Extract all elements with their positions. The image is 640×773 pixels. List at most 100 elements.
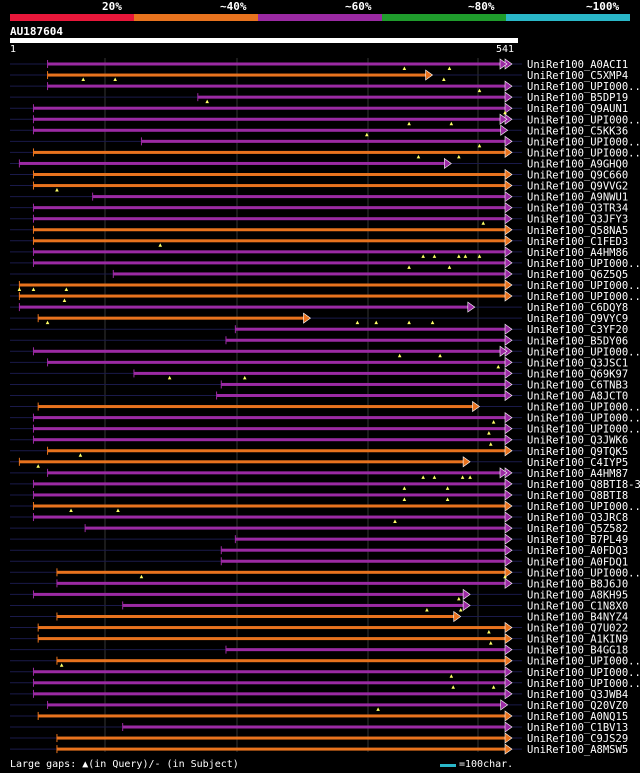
hit-label[interactable]: UniRef100_Q20VZ0: [527, 700, 628, 712]
hit-row[interactable]: UniRef100_UPI000..: [10, 257, 640, 270]
hit-label[interactable]: UniRef100_A8MSW5: [527, 744, 628, 756]
hit-row[interactable]: UniRef100_C6TNB3: [10, 378, 628, 391]
hit-label[interactable]: UniRef100_A4HM86: [527, 247, 628, 259]
hit-label[interactable]: UniRef100_UPI000..: [527, 291, 640, 303]
hit-row[interactable]: UniRef100_Q3JRC8: [10, 511, 628, 524]
hit-row[interactable]: UniRef100_Q8BTI8: [10, 489, 628, 502]
hit-label[interactable]: UniRef100_C6TNB3: [527, 379, 628, 391]
hit-label[interactable]: UniRef100_Q5Z582: [527, 523, 628, 535]
hit-row[interactable]: UniRef100_C1BV13: [10, 721, 628, 734]
hit-row[interactable]: UniRef100_C6DQY8: [10, 301, 628, 314]
hit-row[interactable]: UniRef100_Q58NA5: [10, 224, 628, 237]
hit-label[interactable]: UniRef100_A0FDQ1: [527, 556, 628, 568]
hit-label[interactable]: UniRef100_Q7U022: [527, 623, 628, 635]
hit-label[interactable]: UniRef100_Q8BTI8-3: [527, 479, 640, 491]
hit-label[interactable]: UniRef100_Q3JRC8: [527, 512, 628, 524]
hit-row[interactable]: UniRef100_Q3JWB4: [10, 688, 628, 701]
hit-label[interactable]: UniRef100_UPI000..: [527, 667, 640, 679]
hit-row[interactable]: UniRef100_A0NQ15: [10, 710, 628, 723]
hit-row[interactable]: UniRef100_B4GG18: [10, 644, 628, 657]
hit-label[interactable]: UniRef100_Q8BTI8: [527, 490, 628, 502]
hit-row[interactable]: UniRef100_UPI000..: [10, 135, 640, 148]
hit-row[interactable]: UniRef100_A9NWU1: [10, 191, 628, 204]
hit-row[interactable]: UniRef100_Q9VVG2: [10, 179, 628, 193]
hit-row[interactable]: UniRef100_Q9VYC9: [10, 312, 628, 325]
hit-label[interactable]: UniRef100_Q9VYC9: [527, 313, 628, 325]
hit-label[interactable]: UniRef100_Q3JWK6: [527, 435, 628, 447]
hit-label[interactable]: UniRef100_UPI000..: [527, 258, 640, 270]
hit-label[interactable]: UniRef100_B5DY06: [527, 335, 628, 347]
hit-label[interactable]: UniRef100_UPI000..: [527, 402, 640, 414]
hit-label[interactable]: UniRef100_A8JCT0: [527, 391, 628, 403]
hit-row[interactable]: UniRef100_A4HM87: [10, 467, 628, 480]
hit-row[interactable]: UniRef100_B5DP19: [10, 91, 628, 104]
hit-row[interactable]: UniRef100_C3YF20: [10, 323, 628, 336]
hit-label[interactable]: UniRef100_B4NYZ4: [527, 612, 628, 624]
hit-row[interactable]: UniRef100_Q3JSC1: [10, 356, 628, 369]
hit-label[interactable]: UniRef100_Q9VVG2: [527, 181, 628, 193]
hit-row[interactable]: UniRef100_UPI000..: [10, 290, 640, 303]
hit-row[interactable]: UniRef100_B4NYZ4: [10, 610, 628, 624]
hit-label[interactable]: UniRef100_Q3TR34: [527, 203, 628, 215]
hit-label[interactable]: UniRef100_C1BV13: [527, 722, 628, 734]
hit-label[interactable]: UniRef100_A0NQ15: [527, 711, 628, 723]
hit-label[interactable]: UniRef100_UPI000..: [527, 136, 640, 148]
hit-row[interactable]: UniRef100_Q9C660: [10, 168, 628, 182]
hit-row[interactable]: UniRef100_UPI000..: [10, 400, 640, 414]
hit-label[interactable]: UniRef100_C1N8X0: [527, 600, 628, 612]
hit-label[interactable]: UniRef100_C3YF20: [527, 324, 628, 336]
hit-row[interactable]: UniRef100_B5DY06: [10, 334, 628, 347]
hit-row[interactable]: UniRef100_A0ACI1: [10, 58, 628, 71]
hit-row[interactable]: UniRef100_Q3TR34: [10, 202, 628, 215]
hit-row[interactable]: UniRef100_C9JS29: [10, 732, 628, 745]
hit-label[interactable]: UniRef100_C1FED3: [527, 236, 628, 248]
hit-label[interactable]: UniRef100_B8J6J0: [527, 578, 628, 590]
hit-label[interactable]: UniRef100_UPI000..: [527, 114, 640, 126]
hit-label[interactable]: UniRef100_UPI000..: [527, 81, 640, 93]
hit-row[interactable]: UniRef100_UPI000..: [10, 345, 640, 358]
hit-row[interactable]: UniRef100_UPI000..: [10, 500, 640, 513]
hit-row[interactable]: UniRef100_A9GHQ0: [10, 157, 628, 170]
hit-label[interactable]: UniRef100_C6DQY8: [527, 302, 628, 314]
hit-label[interactable]: UniRef100_A8KH95: [527, 589, 628, 601]
hit-row[interactable]: UniRef100_C5KK36: [10, 124, 628, 137]
hit-label[interactable]: UniRef100_UPI000..: [527, 413, 640, 425]
hit-row[interactable]: UniRef100_A4HM86: [10, 246, 628, 259]
hit-label[interactable]: UniRef100_Q9C660: [527, 170, 628, 182]
hit-label[interactable]: UniRef100_C5XMP4: [527, 70, 628, 82]
hit-label[interactable]: UniRef100_A0ACI1: [527, 59, 628, 71]
hit-row[interactable]: UniRef100_Q69K97: [10, 367, 628, 380]
hit-label[interactable]: UniRef100_B7PL49: [527, 534, 628, 546]
hit-row[interactable]: UniRef100_C4IYP5: [10, 456, 628, 469]
hit-row[interactable]: UniRef100_Q20VZ0: [10, 699, 628, 712]
hit-label[interactable]: UniRef100_UPI000..: [527, 501, 640, 513]
hit-label[interactable]: UniRef100_Q3JSC1: [527, 357, 628, 369]
hit-row[interactable]: UniRef100_C5XMP4: [10, 69, 628, 82]
hit-label[interactable]: UniRef100_Q58NA5: [527, 225, 628, 237]
hit-label[interactable]: UniRef100_A1KIN9: [527, 634, 628, 646]
hit-label[interactable]: UniRef100_C4IYP5: [527, 457, 628, 469]
hit-label[interactable]: UniRef100_A9GHQ0: [527, 158, 628, 170]
hit-row[interactable]: UniRef100_Q9TQK5: [10, 445, 628, 458]
hit-row[interactable]: UniRef100_UPI000..: [10, 412, 640, 425]
hit-row[interactable]: UniRef100_B7PL49: [10, 533, 628, 546]
hit-row[interactable]: UniRef100_Q9AUN1: [10, 102, 628, 115]
hit-row[interactable]: UniRef100_C1N8X0: [10, 599, 628, 612]
hit-label[interactable]: UniRef100_C5KK36: [527, 125, 628, 137]
hit-row[interactable]: UniRef100_Q5Z582: [10, 522, 628, 535]
hit-label[interactable]: UniRef100_A0FDQ3: [527, 545, 628, 557]
hit-row[interactable]: UniRef100_UPI000..: [10, 677, 640, 690]
hit-row[interactable]: UniRef100_C1FED3: [10, 235, 628, 248]
hit-row[interactable]: UniRef100_UPI000..: [10, 146, 640, 159]
hit-label[interactable]: UniRef100_C9JS29: [527, 733, 628, 745]
hit-label[interactable]: UniRef100_A4HM87: [527, 468, 628, 480]
hit-row[interactable]: UniRef100_B8J6J0: [10, 577, 628, 590]
hit-row[interactable]: UniRef100_Q6Z5Q5: [10, 268, 628, 281]
hit-row[interactable]: UniRef100_UPI000..: [10, 666, 640, 679]
hit-row[interactable]: UniRef100_UPI000..: [10, 279, 640, 292]
hit-label[interactable]: UniRef100_Q3JWB4: [527, 689, 628, 701]
hit-row[interactable]: UniRef100_A0FDQ3: [10, 544, 628, 557]
hit-row[interactable]: UniRef100_A8KH95: [10, 588, 628, 601]
hit-row[interactable]: UniRef100_UPI000..: [10, 423, 640, 436]
hit-label[interactable]: UniRef100_Q6Z5Q5: [527, 269, 628, 281]
